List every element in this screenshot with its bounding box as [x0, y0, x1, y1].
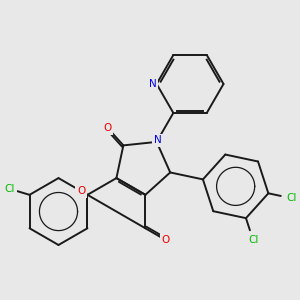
Text: Cl: Cl — [286, 193, 296, 203]
Text: Cl: Cl — [248, 236, 258, 245]
Text: N: N — [154, 135, 161, 146]
Text: N: N — [149, 79, 157, 89]
Text: O: O — [77, 186, 85, 196]
Text: O: O — [161, 235, 170, 245]
Text: O: O — [103, 123, 112, 133]
Text: Cl: Cl — [4, 184, 15, 194]
